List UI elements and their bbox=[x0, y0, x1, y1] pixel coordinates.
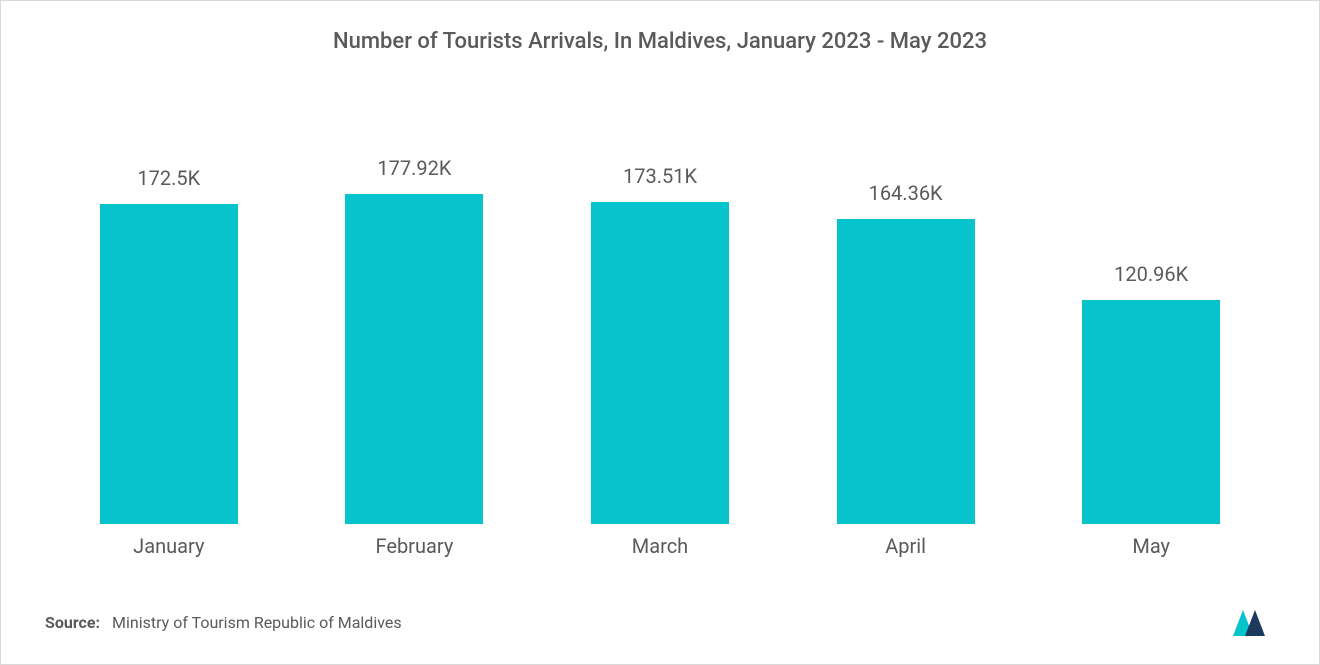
x-tick-march: March bbox=[552, 534, 768, 558]
x-tick-may: May bbox=[1043, 534, 1259, 558]
source-label: Source: bbox=[45, 613, 100, 632]
x-tick-january: January bbox=[61, 534, 277, 558]
plot-area: 172.5K 177.92K 173.51K 164.36K 120.96K bbox=[41, 64, 1279, 524]
bar-may bbox=[1082, 300, 1220, 524]
bar-value-label: 177.92K bbox=[377, 156, 451, 180]
bar-group-april: 164.36K bbox=[798, 181, 1014, 524]
x-axis: January February March April May bbox=[41, 524, 1279, 558]
bar-group-march: 173.51K bbox=[552, 164, 768, 524]
source-line: Source: Ministry of Tourism Republic of … bbox=[45, 613, 402, 632]
bar-value-label: 173.51K bbox=[623, 164, 697, 188]
bar-value-label: 172.5K bbox=[137, 166, 200, 190]
chart-title: Number of Tourists Arrivals, In Maldives… bbox=[41, 29, 1279, 54]
bar-march bbox=[591, 202, 729, 524]
x-tick-april: April bbox=[798, 534, 1014, 558]
bar-value-label: 120.96K bbox=[1114, 262, 1188, 286]
bar-february bbox=[345, 194, 483, 524]
bar-group-may: 120.96K bbox=[1043, 262, 1259, 524]
bar-value-label: 164.36K bbox=[869, 181, 943, 205]
mordor-logo-icon bbox=[1219, 604, 1275, 640]
chart-footer: Source: Ministry of Tourism Republic of … bbox=[41, 598, 1279, 644]
bar-group-january: 172.5K bbox=[61, 166, 277, 524]
bar-january bbox=[100, 204, 238, 524]
chart-container: Number of Tourists Arrivals, In Maldives… bbox=[0, 0, 1320, 665]
bar-group-february: 177.92K bbox=[307, 156, 523, 524]
x-tick-february: February bbox=[307, 534, 523, 558]
bar-april bbox=[837, 219, 975, 524]
source-text: Ministry of Tourism Republic of Maldives bbox=[112, 613, 402, 632]
